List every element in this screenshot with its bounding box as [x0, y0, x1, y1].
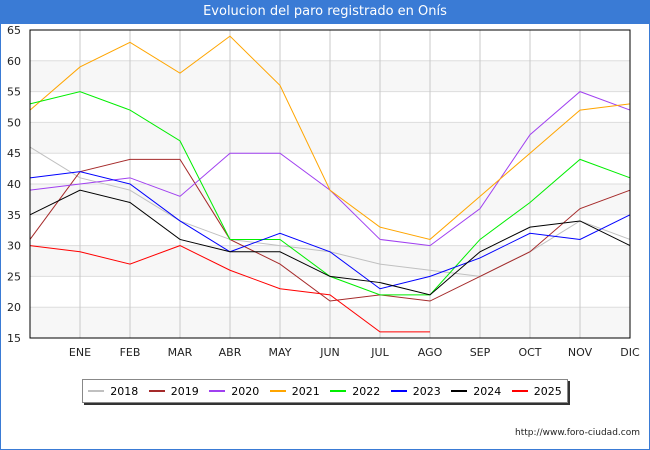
legend-label: 2024: [473, 384, 502, 398]
legend-item-2019: 2019: [148, 384, 199, 398]
legend-item-2018: 2018: [88, 385, 138, 398]
series-line-2023: [29, 171, 631, 290]
footer-url[interactable]: http://www.foro-ciudad.com: [515, 428, 640, 438]
y-tick-label: 40: [7, 178, 21, 191]
legend-label: 2018: [110, 384, 139, 398]
legend-swatch: [88, 390, 105, 392]
legend-label: 2021: [291, 384, 320, 398]
x-tick-label: ABR: [219, 346, 242, 359]
x-tick-label: OCT: [518, 346, 541, 359]
y-tick-label: 30: [7, 240, 21, 253]
x-tick-label: SEP: [470, 346, 491, 359]
y-tick-label: 65: [7, 24, 21, 37]
plot-border: [29, 29, 631, 339]
y-tick-label: 20: [7, 301, 21, 314]
legend-swatch: [269, 390, 286, 392]
chart-title: Evolucion del paro registrado en Onís: [0, 0, 650, 24]
x-tick-label: ENE: [69, 346, 91, 359]
y-tick-label: 50: [7, 116, 21, 129]
legend: 2018 2019 2020 2021 2022 2023 2024 2025: [82, 379, 568, 403]
x-tick-label: FEB: [120, 346, 141, 359]
x-tick-label: NOV: [568, 346, 593, 359]
series-line-2025: [29, 245, 430, 333]
legend-swatch: [451, 390, 468, 392]
legend-item-2025: 2025: [511, 384, 562, 398]
legend-swatch: [148, 390, 165, 392]
legend-swatch: [511, 390, 528, 392]
series-line-2021: [29, 35, 631, 240]
legend-item-2022: 2022: [330, 385, 380, 398]
x-tick-label: MAR: [168, 346, 193, 359]
y-tick-label: 25: [7, 270, 21, 283]
y-tick-label: 60: [7, 55, 21, 68]
x-tick-label: MAY: [269, 346, 292, 359]
legend-item-2024: 2024: [451, 385, 501, 398]
legend-label: 2019: [170, 384, 199, 398]
x-tick-label: DIC: [620, 346, 640, 359]
legend-item-2020: 2020: [209, 385, 259, 398]
y-tick-label: 45: [7, 147, 21, 160]
legend-item-2021: 2021: [269, 384, 320, 398]
x-tick-label: JUL: [370, 346, 389, 359]
legend-swatch: [390, 390, 407, 392]
x-tick-label: AGO: [418, 346, 443, 359]
legend-swatch: [209, 390, 226, 392]
series-line-2024: [29, 189, 631, 296]
y-tick-label: 35: [7, 209, 21, 222]
series-line-2019: [29, 158, 631, 302]
legend-label: 2020: [231, 384, 260, 398]
legend-item-2023: 2023: [390, 384, 441, 398]
legend-swatch: [330, 390, 347, 392]
legend-label: 2025: [533, 384, 562, 398]
legend-label: 2022: [352, 384, 381, 398]
legend-label: 2023: [412, 384, 441, 398]
y-tick-label: 15: [7, 332, 21, 345]
y-tick-label: 55: [7, 86, 21, 99]
x-tick-label: JUN: [319, 346, 340, 359]
